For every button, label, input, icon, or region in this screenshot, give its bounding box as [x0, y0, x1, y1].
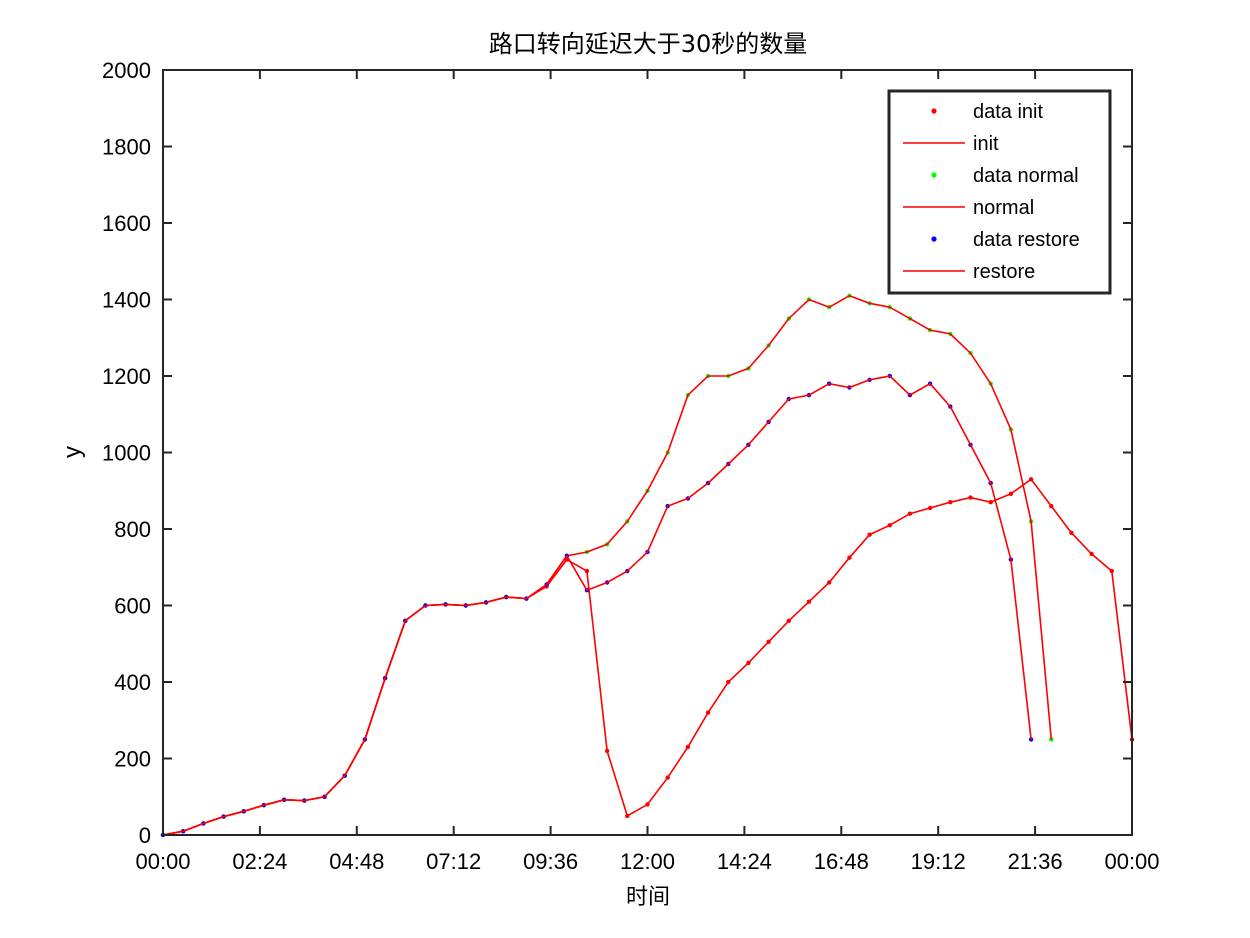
series-line-normal	[162, 294, 1053, 836]
y-tick-label: 2000	[102, 58, 151, 83]
legend-swatch-data-init	[931, 108, 937, 114]
data-point-data-restore	[1028, 737, 1034, 742]
series-line-restore	[162, 375, 1032, 836]
y-tick-label: 0	[139, 823, 151, 848]
legend-label-restore: restore	[973, 261, 1035, 283]
x-tick-label: 21:36	[1008, 849, 1063, 874]
plot-area: 0 200 400 600 800 1000 1200 1400 1600 1800 2000 00:…	[102, 58, 1159, 874]
x-tick-label: 16:48	[814, 849, 869, 874]
legend: data init init data normal normal data resto…	[887, 89, 1112, 295]
series-line-init	[162, 478, 1133, 836]
legend-label-init: init	[973, 133, 999, 155]
y-tick-label: 800	[114, 517, 151, 542]
x-tick-label: 09:36	[523, 849, 578, 874]
legend-label-normal: normal	[973, 197, 1034, 219]
x-tick-label: 00:00	[1104, 849, 1159, 874]
x-tick-label: 07:12	[426, 849, 481, 874]
x-tick-label: 00:00	[135, 849, 190, 874]
x-axis-label: 时间	[626, 885, 670, 910]
y-tick-label: 200	[114, 747, 151, 772]
y-tick-label: 1200	[102, 364, 151, 389]
legend-swatch-data-restore	[931, 236, 937, 242]
y-tick-label: 400	[114, 670, 151, 695]
y-tick-label: 1800	[102, 135, 151, 160]
x-tick-label: 02:24	[232, 849, 287, 874]
x-tick-label: 14:24	[717, 849, 772, 874]
y-axis-label: y	[59, 446, 86, 458]
legend-label-data-init: data init	[973, 101, 1043, 123]
y-tick-label: 1600	[102, 211, 151, 236]
x-tick-label: 12:00	[620, 849, 675, 874]
legend-label-data-normal: data normal	[973, 165, 1079, 187]
chart-title: 路口转向延迟大于30秒的数量	[489, 30, 808, 58]
legend-label-data-restore: data restore	[973, 229, 1080, 251]
y-tick-label: 600	[114, 594, 151, 619]
x-tick-label: 04:48	[329, 849, 384, 874]
legend-box	[887, 89, 1112, 295]
x-tick-label: 19:12	[911, 849, 966, 874]
y-tick-label: 1400	[102, 288, 151, 313]
y-tick-label: 1000	[102, 441, 151, 466]
legend-swatch-data-normal	[931, 172, 937, 178]
